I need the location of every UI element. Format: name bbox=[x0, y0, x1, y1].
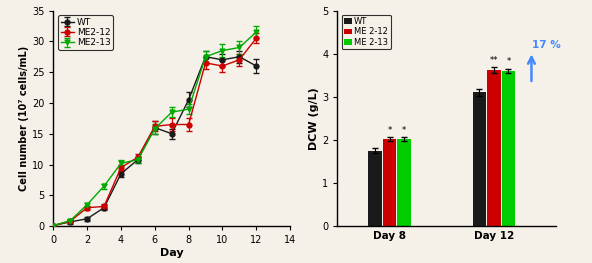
Y-axis label: DCW (g/L): DCW (g/L) bbox=[310, 87, 320, 150]
Bar bbox=[502, 71, 515, 226]
Bar bbox=[487, 70, 501, 226]
Text: 17 %: 17 % bbox=[532, 40, 561, 50]
Legend: WT, ME2-12, ME2-13: WT, ME2-12, ME2-13 bbox=[58, 15, 113, 50]
Text: **: ** bbox=[490, 56, 498, 65]
Legend: WT, ME 2-12, ME 2-13: WT, ME 2-12, ME 2-13 bbox=[342, 15, 391, 49]
Bar bbox=[368, 151, 382, 226]
Bar bbox=[397, 139, 411, 226]
Bar bbox=[472, 93, 486, 226]
Text: *: * bbox=[402, 126, 406, 135]
Bar bbox=[383, 139, 397, 226]
X-axis label: Day: Day bbox=[160, 248, 184, 258]
Text: *: * bbox=[506, 57, 511, 66]
Y-axis label: Cell number (10⁷ cells/mL): Cell number (10⁷ cells/mL) bbox=[19, 46, 29, 191]
Text: *: * bbox=[388, 126, 392, 135]
